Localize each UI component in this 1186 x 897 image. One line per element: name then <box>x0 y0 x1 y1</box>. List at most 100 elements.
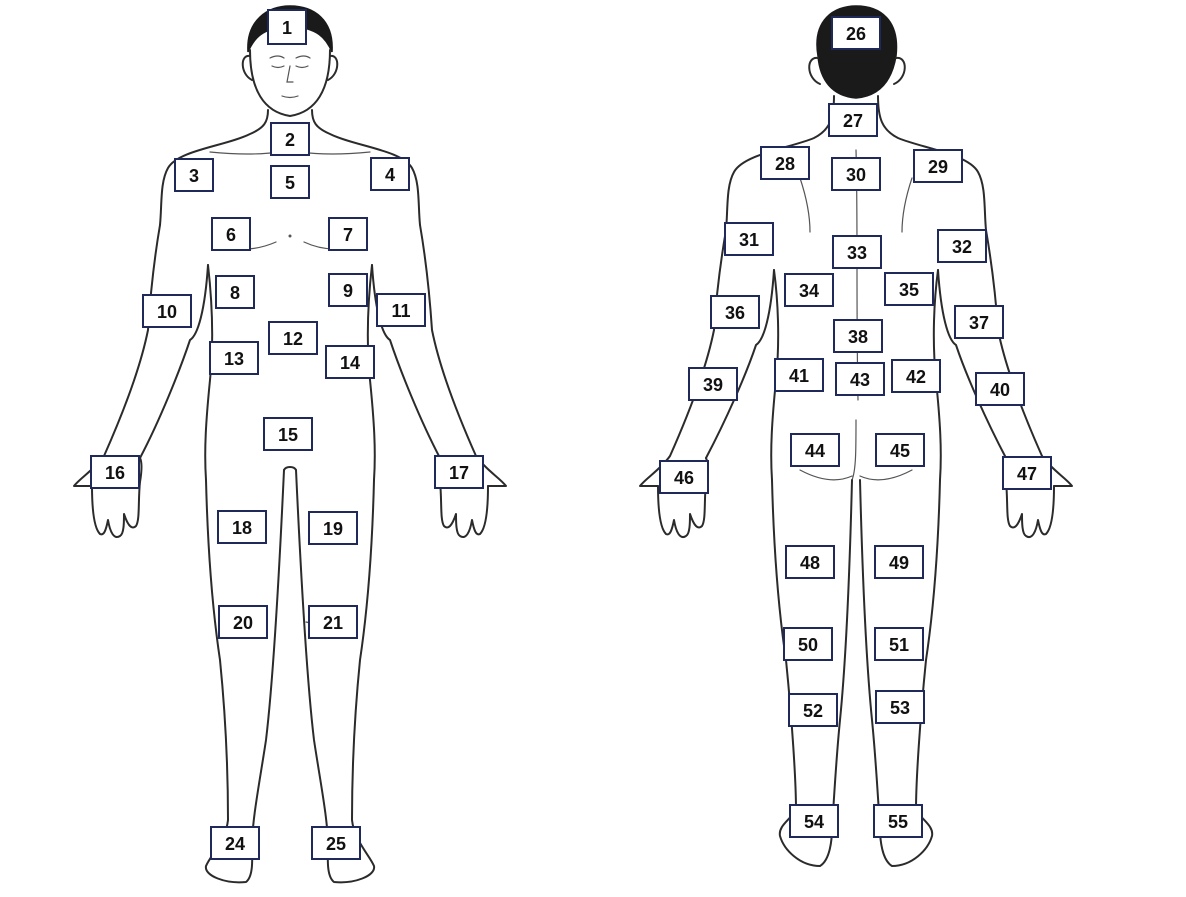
region-box[interactable] <box>215 275 255 309</box>
back-region-36[interactable]: 36 <box>710 295 760 329</box>
back-region-42[interactable]: 42 <box>891 359 941 393</box>
back-region-41[interactable]: 41 <box>774 358 824 392</box>
front-region-15[interactable]: 15 <box>263 417 313 451</box>
back-region-52[interactable]: 52 <box>788 693 838 727</box>
front-region-19[interactable]: 19 <box>308 511 358 545</box>
region-box[interactable] <box>790 433 840 467</box>
region-box[interactable] <box>90 455 140 489</box>
front-region-2[interactable]: 2 <box>270 122 310 156</box>
front-region-6[interactable]: 6 <box>211 217 251 251</box>
back-region-38[interactable]: 38 <box>833 319 883 353</box>
front-region-10[interactable]: 10 <box>142 294 192 328</box>
front-region-7[interactable]: 7 <box>328 217 368 251</box>
front-region-8[interactable]: 8 <box>215 275 255 309</box>
region-box[interactable] <box>788 693 838 727</box>
region-box[interactable] <box>142 294 192 328</box>
back-region-34[interactable]: 34 <box>784 273 834 307</box>
front-region-4[interactable]: 4 <box>370 157 410 191</box>
region-box[interactable] <box>783 627 833 661</box>
back-region-47[interactable]: 47 <box>1002 456 1052 490</box>
region-box[interactable] <box>210 826 260 860</box>
region-box[interactable] <box>874 545 924 579</box>
region-box[interactable] <box>328 273 368 307</box>
region-box[interactable] <box>831 16 881 50</box>
region-box[interactable] <box>311 826 361 860</box>
back-region-30[interactable]: 30 <box>831 157 881 191</box>
back-region-33[interactable]: 33 <box>832 235 882 269</box>
region-box[interactable] <box>784 273 834 307</box>
region-box[interactable] <box>831 157 881 191</box>
front-region-3[interactable]: 3 <box>174 158 214 192</box>
front-region-5[interactable]: 5 <box>270 165 310 199</box>
region-box[interactable] <box>828 103 878 137</box>
region-box[interactable] <box>954 305 1004 339</box>
region-box[interactable] <box>874 627 924 661</box>
region-box[interactable] <box>308 511 358 545</box>
region-box[interactable] <box>875 433 925 467</box>
back-region-51[interactable]: 51 <box>874 627 924 661</box>
region-box[interactable] <box>913 149 963 183</box>
back-region-45[interactable]: 45 <box>875 433 925 467</box>
front-region-11[interactable]: 11 <box>376 293 426 327</box>
front-region-20[interactable]: 20 <box>218 605 268 639</box>
region-box[interactable] <box>710 295 760 329</box>
region-box[interactable] <box>218 605 268 639</box>
back-region-39[interactable]: 39 <box>688 367 738 401</box>
region-box[interactable] <box>270 165 310 199</box>
back-region-28[interactable]: 28 <box>760 146 810 180</box>
region-box[interactable] <box>267 9 307 45</box>
region-box[interactable] <box>884 272 934 306</box>
region-box[interactable] <box>835 362 885 396</box>
back-region-44[interactable]: 44 <box>790 433 840 467</box>
region-box[interactable] <box>789 804 839 838</box>
front-region-13[interactable]: 13 <box>209 341 259 375</box>
back-region-55[interactable]: 55 <box>873 804 923 838</box>
front-region-24[interactable]: 24 <box>210 826 260 860</box>
region-box[interactable] <box>217 510 267 544</box>
region-box[interactable] <box>937 229 987 263</box>
back-region-43[interactable]: 43 <box>835 362 885 396</box>
region-box[interactable] <box>832 235 882 269</box>
region-box[interactable] <box>209 341 259 375</box>
region-box[interactable] <box>211 217 251 251</box>
region-box[interactable] <box>270 122 310 156</box>
region-box[interactable] <box>1002 456 1052 490</box>
region-box[interactable] <box>268 321 318 355</box>
back-region-29[interactable]: 29 <box>913 149 963 183</box>
region-box[interactable] <box>688 367 738 401</box>
front-region-9[interactable]: 9 <box>328 273 368 307</box>
front-region-17[interactable]: 17 <box>434 455 484 489</box>
region-box[interactable] <box>975 372 1025 406</box>
region-box[interactable] <box>833 319 883 353</box>
region-box[interactable] <box>873 804 923 838</box>
region-box[interactable] <box>774 358 824 392</box>
region-box[interactable] <box>325 345 375 379</box>
region-box[interactable] <box>376 293 426 327</box>
back-region-40[interactable]: 40 <box>975 372 1025 406</box>
front-region-25[interactable]: 25 <box>311 826 361 860</box>
back-region-50[interactable]: 50 <box>783 627 833 661</box>
region-box[interactable] <box>891 359 941 393</box>
front-region-18[interactable]: 18 <box>217 510 267 544</box>
back-region-46[interactable]: 46 <box>659 460 709 494</box>
region-box[interactable] <box>174 158 214 192</box>
region-box[interactable] <box>724 222 774 256</box>
back-region-26[interactable]: 26 <box>831 16 881 50</box>
region-box[interactable] <box>785 545 835 579</box>
region-box[interactable] <box>760 146 810 180</box>
back-region-31[interactable]: 31 <box>724 222 774 256</box>
back-region-37[interactable]: 37 <box>954 305 1004 339</box>
back-region-35[interactable]: 35 <box>884 272 934 306</box>
region-box[interactable] <box>434 455 484 489</box>
front-region-12[interactable]: 12 <box>268 321 318 355</box>
front-region-16[interactable]: 16 <box>90 455 140 489</box>
back-region-54[interactable]: 54 <box>789 804 839 838</box>
region-box[interactable] <box>308 605 358 639</box>
back-region-27[interactable]: 27 <box>828 103 878 137</box>
region-box[interactable] <box>659 460 709 494</box>
front-region-1[interactable]: 1 <box>267 9 307 45</box>
region-box[interactable] <box>263 417 313 451</box>
front-region-21[interactable]: 21 <box>308 605 358 639</box>
region-box[interactable] <box>370 157 410 191</box>
back-region-32[interactable]: 32 <box>937 229 987 263</box>
